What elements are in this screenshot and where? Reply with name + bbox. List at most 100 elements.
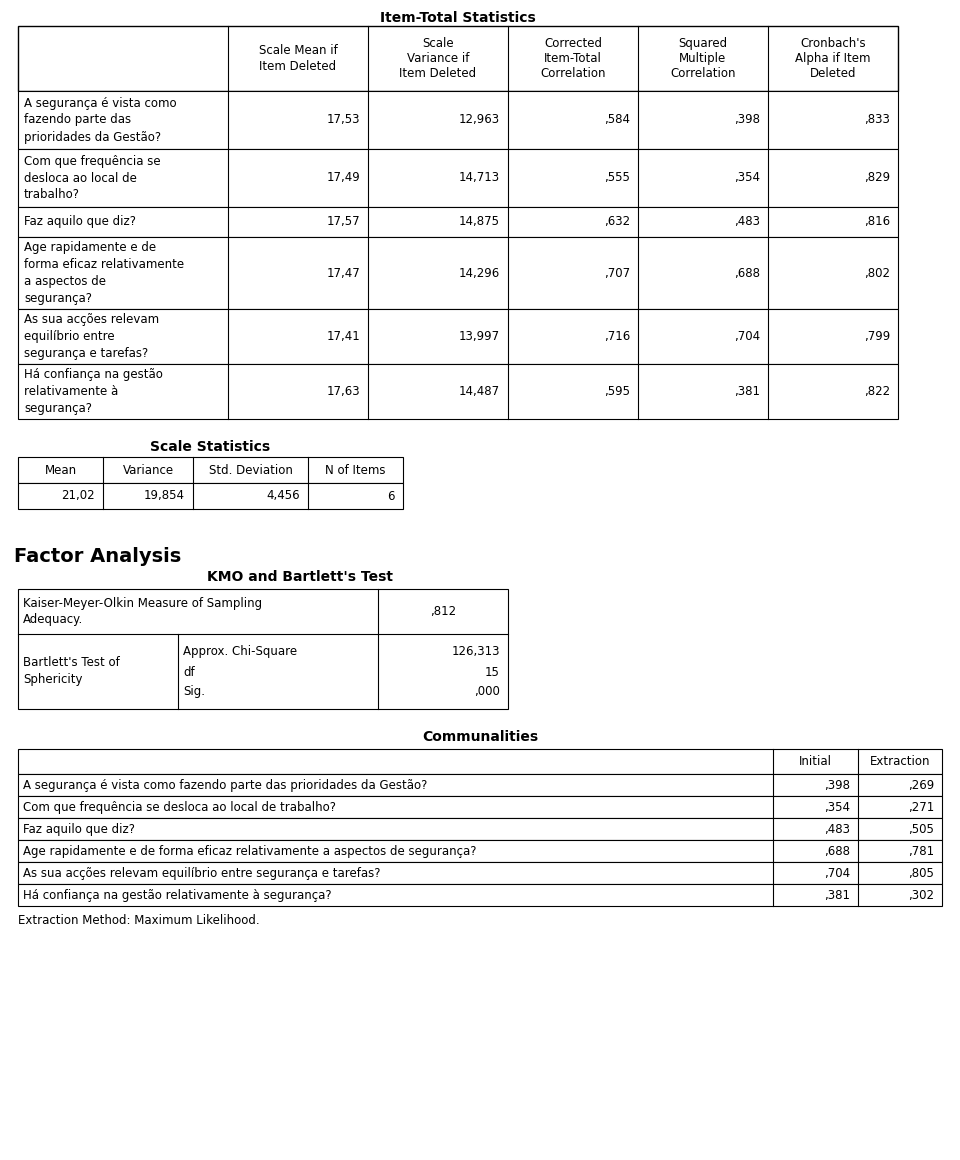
Bar <box>18 206 898 237</box>
Text: As sua acções relevam
equilíbrio entre
segurança e tarefas?: As sua acções relevam equilíbrio entre s… <box>24 313 159 360</box>
Text: 17,63: 17,63 <box>326 385 360 398</box>
Bar <box>18 589 508 709</box>
Text: ,354: ,354 <box>824 800 850 813</box>
Text: 14,713: 14,713 <box>459 172 500 184</box>
Text: Item-Total Statistics: Item-Total Statistics <box>380 10 536 26</box>
Text: 19,854: 19,854 <box>144 490 185 502</box>
Bar <box>18 862 942 884</box>
Text: Communalities: Communalities <box>422 730 538 744</box>
Bar <box>18 818 942 840</box>
Text: Variance: Variance <box>123 464 174 477</box>
Text: ,398: ,398 <box>734 114 760 126</box>
Text: Bartlett's Test of
Sphericity: Bartlett's Test of Sphericity <box>23 657 120 687</box>
Text: A segurança é vista como
fazendo parte das
prioridades da Gestão?: A segurança é vista como fazendo parte d… <box>24 96 177 144</box>
Text: ,816: ,816 <box>864 216 890 229</box>
Text: ,805: ,805 <box>908 867 934 879</box>
Text: ,000: ,000 <box>474 686 500 698</box>
Text: Sig.: Sig. <box>183 686 205 698</box>
Bar <box>18 483 403 509</box>
Text: 17,57: 17,57 <box>326 216 360 229</box>
Text: Faz aquilo que diz?: Faz aquilo que diz? <box>24 216 136 229</box>
Bar <box>18 90 898 148</box>
Text: 17,49: 17,49 <box>326 172 360 184</box>
Text: 13,997: 13,997 <box>459 329 500 343</box>
Text: A segurança é vista como fazendo parte das prioridades da Gestão?: A segurança é vista como fazendo parte d… <box>23 778 427 791</box>
Text: 21,02: 21,02 <box>61 490 95 502</box>
Text: Factor Analysis: Factor Analysis <box>14 548 181 566</box>
Text: Scale Statistics: Scale Statistics <box>151 440 271 454</box>
Text: ,781: ,781 <box>908 844 934 857</box>
Text: ,483: ,483 <box>824 822 850 835</box>
Text: 14,296: 14,296 <box>459 267 500 280</box>
Text: ,354: ,354 <box>734 172 760 184</box>
Text: ,483: ,483 <box>734 216 760 229</box>
Text: 17,41: 17,41 <box>326 329 360 343</box>
Text: ,302: ,302 <box>908 889 934 901</box>
Text: ,269: ,269 <box>908 778 934 791</box>
Text: ,833: ,833 <box>864 114 890 126</box>
Bar <box>18 884 942 906</box>
Text: 4,456: 4,456 <box>266 490 300 502</box>
Bar <box>18 26 898 90</box>
Text: Cronbach's
Alpha if Item
Deleted: Cronbach's Alpha if Item Deleted <box>795 37 871 80</box>
Text: 17,53: 17,53 <box>326 114 360 126</box>
Text: ,802: ,802 <box>864 267 890 280</box>
Text: 15: 15 <box>485 666 500 679</box>
Text: ,271: ,271 <box>908 800 934 813</box>
Text: Age rapidamente e de forma eficaz relativamente a aspectos de segurança?: Age rapidamente e de forma eficaz relati… <box>23 844 476 857</box>
Text: ,381: ,381 <box>734 385 760 398</box>
Bar <box>18 774 942 796</box>
Bar <box>18 148 898 206</box>
Text: ,822: ,822 <box>864 385 890 398</box>
Text: 14,487: 14,487 <box>459 385 500 398</box>
Text: Approx. Chi-Square: Approx. Chi-Square <box>183 645 298 659</box>
Text: As sua acções relevam equilíbrio entre segurança e tarefas?: As sua acções relevam equilíbrio entre s… <box>23 867 380 879</box>
Text: 12,963: 12,963 <box>459 114 500 126</box>
Bar <box>18 364 898 419</box>
Text: Kaiser-Meyer-Olkin Measure of Sampling
Adequacy.: Kaiser-Meyer-Olkin Measure of Sampling A… <box>23 596 262 626</box>
Text: Faz aquilo que diz?: Faz aquilo que diz? <box>23 822 135 835</box>
Text: df: df <box>183 666 195 679</box>
Text: ,632: ,632 <box>604 216 630 229</box>
Text: Scale
Variance if
Item Deleted: Scale Variance if Item Deleted <box>399 37 476 80</box>
Text: ,584: ,584 <box>604 114 630 126</box>
Text: ,704: ,704 <box>824 867 850 879</box>
Text: ,829: ,829 <box>864 172 890 184</box>
Text: ,398: ,398 <box>824 778 850 791</box>
Bar <box>18 749 942 774</box>
Text: 126,313: 126,313 <box>451 645 500 659</box>
Text: KMO and Bartlett's Test: KMO and Bartlett's Test <box>207 570 393 583</box>
Bar <box>18 309 898 364</box>
Text: ,716: ,716 <box>604 329 630 343</box>
Text: Std. Deviation: Std. Deviation <box>208 464 293 477</box>
Text: Há confiança na gestão
relativamente à
segurança?: Há confiança na gestão relativamente à s… <box>24 368 163 415</box>
Text: ,688: ,688 <box>734 267 760 280</box>
Bar <box>18 237 898 309</box>
Text: Initial: Initial <box>799 755 832 768</box>
Text: Age rapidamente e de
forma eficaz relativamente
a aspectos de
segurança?: Age rapidamente e de forma eficaz relati… <box>24 241 184 305</box>
Text: 14,875: 14,875 <box>459 216 500 229</box>
Text: 17,47: 17,47 <box>326 267 360 280</box>
Text: ,505: ,505 <box>908 822 934 835</box>
Text: ,799: ,799 <box>864 329 890 343</box>
Text: ,555: ,555 <box>604 172 630 184</box>
Text: Extraction: Extraction <box>870 755 930 768</box>
Text: Extraction Method: Maximum Likelihood.: Extraction Method: Maximum Likelihood. <box>18 914 259 927</box>
Text: ,688: ,688 <box>824 844 850 857</box>
Bar <box>18 457 403 483</box>
Text: ,707: ,707 <box>604 267 630 280</box>
Text: ,595: ,595 <box>604 385 630 398</box>
Text: 6: 6 <box>388 490 395 502</box>
Text: Mean: Mean <box>44 464 77 477</box>
Bar <box>18 796 942 818</box>
Text: Corrected
Item-Total
Correlation: Corrected Item-Total Correlation <box>540 37 606 80</box>
Text: Há confiança na gestão relativamente à segurança?: Há confiança na gestão relativamente à s… <box>23 889 331 901</box>
Text: ,812: ,812 <box>430 606 456 618</box>
Text: Com que frequência se
desloca ao local de
trabalho?: Com que frequência se desloca ao local d… <box>24 154 160 202</box>
Text: Scale Mean if
Item Deleted: Scale Mean if Item Deleted <box>258 44 337 72</box>
Text: ,381: ,381 <box>824 889 850 901</box>
Text: N of Items: N of Items <box>325 464 386 477</box>
Text: Com que frequência se desloca ao local de trabalho?: Com que frequência se desloca ao local d… <box>23 800 336 813</box>
Bar <box>18 840 942 862</box>
Text: Squared
Multiple
Correlation: Squared Multiple Correlation <box>670 37 735 80</box>
